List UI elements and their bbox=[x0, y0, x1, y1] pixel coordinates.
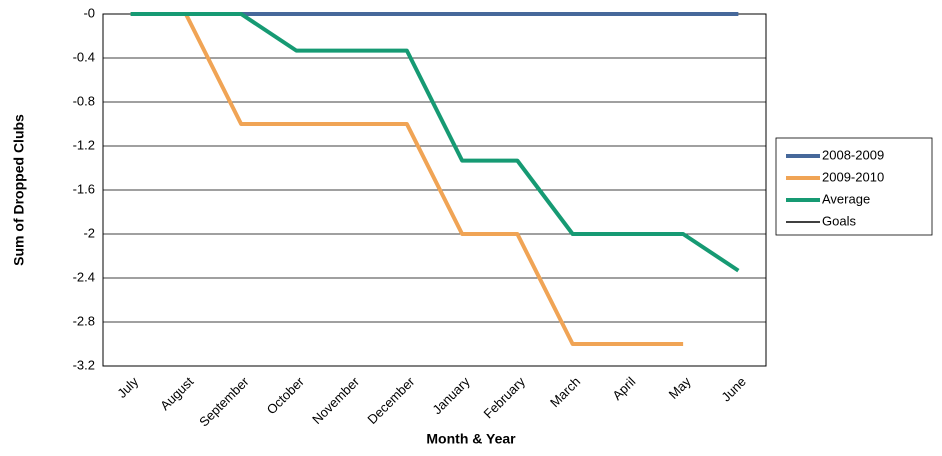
y-tick-label: -2.8 bbox=[73, 313, 95, 328]
x-tick-label: July bbox=[114, 374, 141, 401]
y-tick-label: -0 bbox=[83, 5, 95, 20]
x-tick-label: January bbox=[429, 374, 473, 418]
legend-label: Average bbox=[822, 191, 870, 206]
y-tick-label: -3.2 bbox=[73, 357, 95, 372]
line-series bbox=[130, 12, 740, 273]
legend-label: 2009-2010 bbox=[822, 169, 884, 184]
y-axis-title: Sum of Dropped Clubs bbox=[11, 114, 27, 266]
x-tick-label: May bbox=[666, 374, 694, 402]
legend-label: Goals bbox=[822, 213, 856, 228]
x-tick-label: December bbox=[364, 373, 417, 426]
y-tick-label: -2 bbox=[83, 225, 95, 240]
x-tick-label: October bbox=[264, 373, 308, 417]
x-tick-label: August bbox=[157, 374, 196, 413]
y-tick-label: -2.4 bbox=[73, 269, 95, 284]
y-tick-label: -0.8 bbox=[73, 93, 95, 108]
legend-label: 2008-2009 bbox=[822, 147, 884, 162]
y-tick-label: -1.2 bbox=[73, 137, 95, 152]
x-tick-label: March bbox=[547, 374, 583, 410]
x-axis-title: Month & Year bbox=[426, 431, 516, 447]
x-tick-label: September bbox=[196, 373, 252, 429]
x-tick-label: November bbox=[309, 373, 362, 426]
y-tick-label: -1.6 bbox=[73, 181, 95, 196]
line-series bbox=[130, 12, 684, 346]
x-tick-label: April bbox=[609, 374, 638, 403]
y-tick-label: -0.4 bbox=[73, 49, 95, 64]
x-tick-label: June bbox=[718, 374, 749, 405]
x-tick-label: February bbox=[481, 374, 529, 422]
